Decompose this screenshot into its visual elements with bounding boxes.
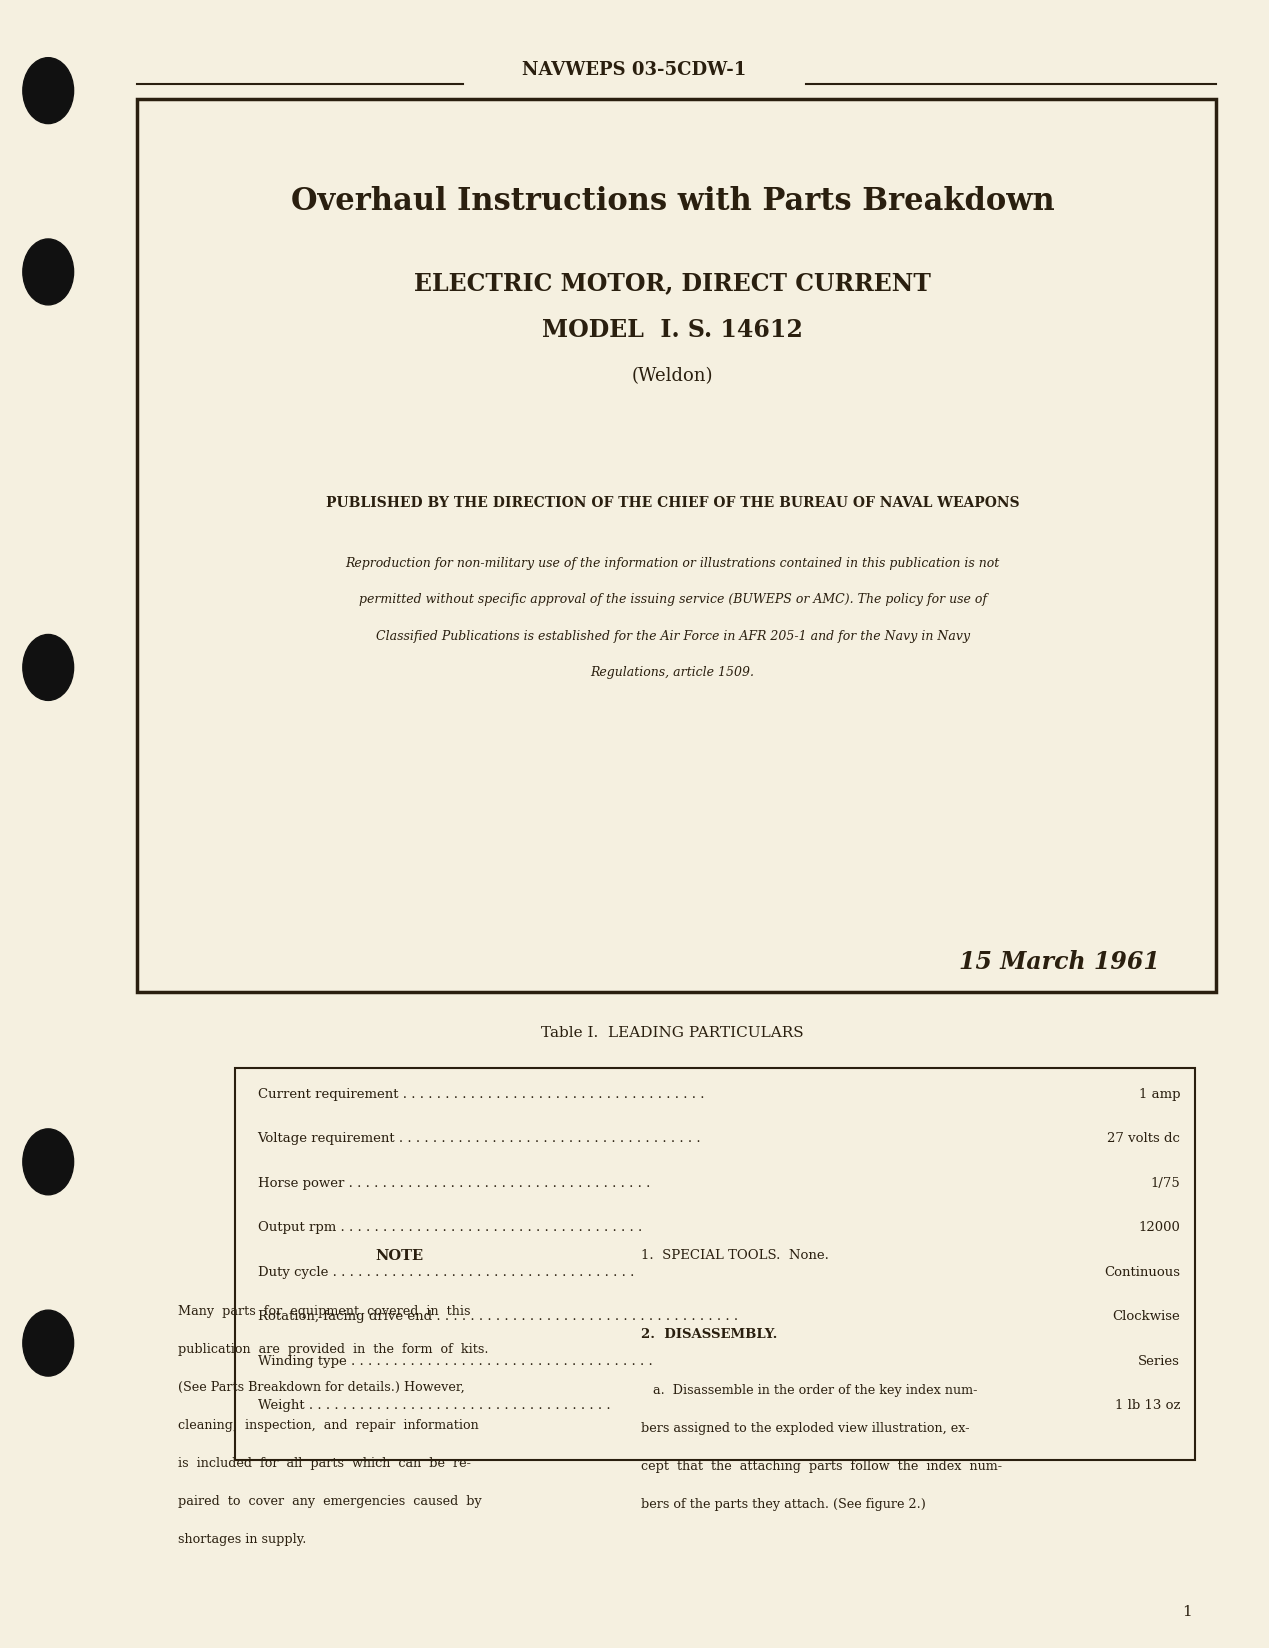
Text: Winding type . . . . . . . . . . . . . . . . . . . . . . . . . . . . . . . . . .: Winding type . . . . . . . . . . . . . .… — [258, 1355, 652, 1368]
Text: Table I.  LEADING PARTICULARS: Table I. LEADING PARTICULARS — [542, 1027, 803, 1040]
Circle shape — [23, 1310, 74, 1376]
Text: 27 volts dc: 27 volts dc — [1108, 1132, 1180, 1145]
Text: Classified Publications is established for the Air Force in AFR 205-1 and for th: Classified Publications is established f… — [376, 630, 970, 643]
Bar — [137, 99, 1216, 992]
Text: Regulations, article 1509.: Regulations, article 1509. — [590, 666, 755, 679]
Circle shape — [23, 1129, 74, 1195]
Circle shape — [23, 239, 74, 305]
Text: Overhaul Instructions with Parts Breakdown: Overhaul Instructions with Parts Breakdo… — [291, 186, 1055, 216]
Text: 1 amp: 1 amp — [1138, 1088, 1180, 1101]
Text: Rotation, facing drive end . . . . . . . . . . . . . . . . . . . . . . . . . . .: Rotation, facing drive end . . . . . . .… — [258, 1310, 737, 1323]
Text: 2.  DISASSEMBLY.: 2. DISASSEMBLY. — [641, 1328, 777, 1341]
Circle shape — [23, 634, 74, 700]
Text: (Weldon): (Weldon) — [632, 368, 713, 384]
Text: a.  Disassemble in the order of the key index num-: a. Disassemble in the order of the key i… — [641, 1384, 977, 1398]
Text: 1 lb 13 oz: 1 lb 13 oz — [1114, 1399, 1180, 1412]
Text: 1: 1 — [1181, 1605, 1192, 1618]
Text: NOTE: NOTE — [376, 1249, 424, 1262]
Text: ELECTRIC MOTOR, DIRECT CURRENT: ELECTRIC MOTOR, DIRECT CURRENT — [414, 272, 931, 295]
Text: Series: Series — [1138, 1355, 1180, 1368]
Text: is  included  for  all  parts  which  can  be  re-: is included for all parts which can be r… — [178, 1457, 471, 1470]
Text: paired  to  cover  any  emergencies  caused  by: paired to cover any emergencies caused b… — [178, 1495, 481, 1508]
Text: bers of the parts they attach. (See figure 2.): bers of the parts they attach. (See figu… — [641, 1498, 925, 1511]
Text: permitted without specific approval of the issuing service (BUWEPS or AMC). The : permitted without specific approval of t… — [359, 593, 986, 606]
Bar — [235, 1068, 1195, 1460]
Text: 1.  SPECIAL TOOLS.  None.: 1. SPECIAL TOOLS. None. — [641, 1249, 829, 1262]
Text: 12000: 12000 — [1138, 1221, 1180, 1234]
Text: publication  are  provided  in  the  form  of  kits.: publication are provided in the form of … — [178, 1343, 489, 1356]
Circle shape — [23, 58, 74, 124]
Text: Many  parts  for  equipment  covered  in  this: Many parts for equipment covered in this — [178, 1305, 470, 1318]
Text: Continuous: Continuous — [1104, 1266, 1180, 1279]
Text: Reproduction for non-military use of the information or illustrations contained : Reproduction for non-military use of the… — [345, 557, 1000, 570]
Text: bers assigned to the exploded view illustration, ex-: bers assigned to the exploded view illus… — [641, 1422, 970, 1435]
Text: NAVWEPS 03-5CDW-1: NAVWEPS 03-5CDW-1 — [523, 61, 746, 79]
Text: MODEL  I. S. 14612: MODEL I. S. 14612 — [542, 318, 803, 341]
Text: PUBLISHED BY THE DIRECTION OF THE CHIEF OF THE BUREAU OF NAVAL WEAPONS: PUBLISHED BY THE DIRECTION OF THE CHIEF … — [326, 496, 1019, 509]
Text: Weight . . . . . . . . . . . . . . . . . . . . . . . . . . . . . . . . . . . .: Weight . . . . . . . . . . . . . . . . .… — [258, 1399, 610, 1412]
Text: Voltage requirement . . . . . . . . . . . . . . . . . . . . . . . . . . . . . . : Voltage requirement . . . . . . . . . . … — [258, 1132, 702, 1145]
Text: Current requirement . . . . . . . . . . . . . . . . . . . . . . . . . . . . . . : Current requirement . . . . . . . . . . … — [258, 1088, 704, 1101]
Text: cept  that  the  attaching  parts  follow  the  index  num-: cept that the attaching parts follow the… — [641, 1460, 1001, 1473]
Text: 15 March 1961: 15 March 1961 — [959, 951, 1160, 974]
Text: Duty cycle . . . . . . . . . . . . . . . . . . . . . . . . . . . . . . . . . . .: Duty cycle . . . . . . . . . . . . . . .… — [258, 1266, 634, 1279]
Text: cleaning,  inspection,  and  repair  information: cleaning, inspection, and repair informa… — [178, 1419, 478, 1432]
Text: (See Parts Breakdown for details.) However,: (See Parts Breakdown for details.) Howev… — [178, 1381, 464, 1394]
Text: Horse power . . . . . . . . . . . . . . . . . . . . . . . . . . . . . . . . . . : Horse power . . . . . . . . . . . . . . … — [258, 1177, 650, 1190]
Text: shortages in supply.: shortages in supply. — [178, 1533, 306, 1546]
Text: 1/75: 1/75 — [1151, 1177, 1180, 1190]
Text: Clockwise: Clockwise — [1113, 1310, 1180, 1323]
Text: Output rpm . . . . . . . . . . . . . . . . . . . . . . . . . . . . . . . . . . .: Output rpm . . . . . . . . . . . . . . .… — [258, 1221, 642, 1234]
